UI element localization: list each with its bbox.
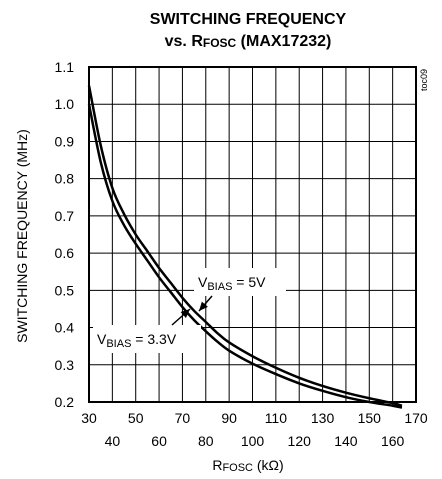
x-tick-label: 150 bbox=[358, 410, 382, 426]
x-tick-label: 110 bbox=[265, 410, 288, 426]
series-line-vbias-5v bbox=[87, 85, 403, 407]
y-axis-label: SWITCHING FREQUENCY (MHz) bbox=[14, 129, 30, 343]
figure-id-watermark: toc09 bbox=[419, 69, 429, 91]
chart-subtitle: vs. RFOSC (MAX17232) bbox=[165, 33, 332, 50]
x-tick-label: 140 bbox=[334, 433, 358, 449]
x-tick-label: 130 bbox=[311, 410, 335, 426]
annotation-label-main: V bbox=[198, 274, 208, 290]
x-axis-label-subscript: FOSC bbox=[222, 462, 253, 474]
subtitle-suffix: (MAX17232) bbox=[236, 33, 331, 50]
annotation-label-value: = 3.3V bbox=[131, 331, 176, 347]
y-tick-label: 0.8 bbox=[55, 171, 75, 187]
annotation-vbias-3-3v: VBIAS = 3.3V bbox=[93, 308, 201, 353]
y-tick-label: 0.9 bbox=[55, 133, 75, 149]
y-tick-label: 0.6 bbox=[55, 245, 75, 261]
annotation-arrowhead bbox=[199, 301, 208, 311]
x-tick-label: 120 bbox=[288, 433, 312, 449]
annotation-background bbox=[93, 325, 201, 353]
x-tick-label: 50 bbox=[128, 410, 144, 426]
x-axis-label: RFOSC (kΩ) bbox=[212, 457, 283, 474]
y-tick-label: 0.2 bbox=[55, 394, 75, 410]
y-tick-label: 1.1 bbox=[55, 59, 75, 75]
x-tick-label: 90 bbox=[221, 410, 237, 426]
annotation-vbias-5v: VBIAS = 5V bbox=[194, 268, 286, 312]
x-axis-label-unit: (kΩ) bbox=[253, 457, 284, 473]
series-line-vbias-3-3v bbox=[87, 103, 403, 409]
annotation-label-main: V bbox=[97, 331, 107, 347]
chart-title: SWITCHING FREQUENCY bbox=[150, 11, 347, 28]
x-tick-label: 30 bbox=[81, 410, 97, 426]
annotation-label-subscript: BIAS bbox=[106, 338, 131, 350]
x-tick-label: 100 bbox=[241, 433, 265, 449]
annotation-label: VBIAS = 3.3V bbox=[97, 331, 177, 350]
plot-frame bbox=[88, 66, 417, 403]
y-tick-label: 1.0 bbox=[55, 96, 75, 112]
y-tick-label: 0.4 bbox=[55, 320, 75, 336]
y-tick-label: 0.5 bbox=[55, 282, 75, 298]
x-tick-label: 60 bbox=[151, 433, 167, 449]
annotation-label-value: = 5V bbox=[232, 274, 266, 290]
annotation-background bbox=[194, 268, 286, 296]
x-tick-label: 160 bbox=[381, 433, 405, 449]
x-tick-label: 170 bbox=[404, 410, 428, 426]
x-tick-label: 70 bbox=[175, 410, 191, 426]
subtitle-subscript: FOSC bbox=[203, 36, 237, 50]
y-tick-label: 0.7 bbox=[55, 208, 75, 224]
annotation-arrowhead bbox=[180, 309, 190, 318]
x-tick-label: 40 bbox=[105, 433, 121, 449]
x-tick-label: 80 bbox=[198, 433, 214, 449]
annotation-label: VBIAS = 5V bbox=[198, 274, 266, 293]
annotation-label-subscript: BIAS bbox=[207, 281, 232, 293]
series-layer bbox=[87, 85, 403, 409]
x-axis-label-main: R bbox=[212, 457, 222, 473]
subtitle-prefix: vs. R bbox=[165, 33, 204, 50]
y-tick-label: 0.3 bbox=[55, 357, 75, 373]
